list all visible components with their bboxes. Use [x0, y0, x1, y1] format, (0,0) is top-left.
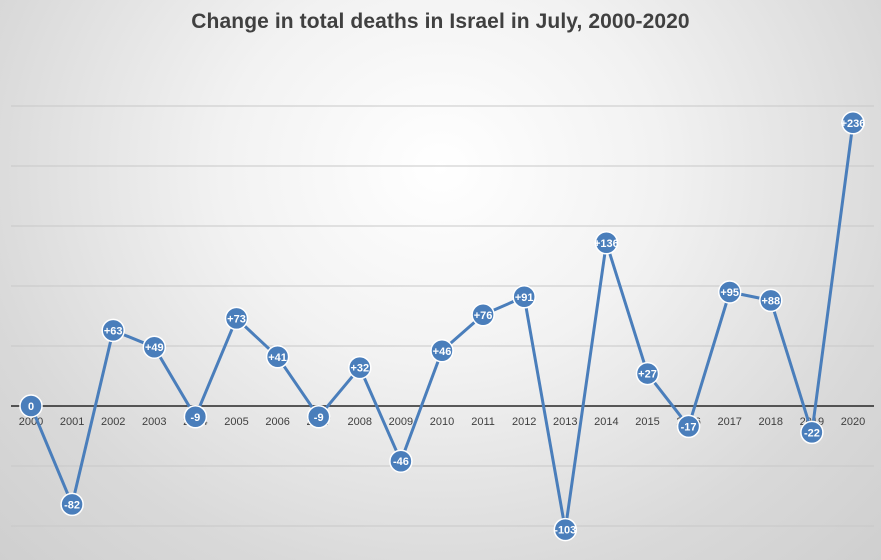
- data-label: -9: [314, 412, 324, 424]
- data-point-marker: [471, 303, 495, 327]
- data-label: +32: [350, 363, 369, 375]
- x-tick-label: 2001: [60, 416, 84, 428]
- x-tick-label: 2014: [594, 416, 618, 428]
- data-point-marker: [594, 231, 619, 255]
- data-point-marker: [430, 339, 454, 363]
- x-tick-label: 2005: [224, 416, 248, 428]
- data-label: +136: [594, 238, 619, 250]
- x-tick-label: 2006: [265, 416, 289, 428]
- data-point-marker: [841, 111, 865, 135]
- x-tick-label: 2020: [841, 416, 865, 428]
- gridlines: [11, 105, 874, 527]
- data-label: +95: [720, 287, 739, 299]
- data-point-marker: [676, 414, 701, 439]
- data-label: -46: [393, 456, 409, 468]
- data-label: +91: [515, 292, 534, 304]
- data-label: +236: [841, 118, 866, 130]
- data-point-marker: [183, 405, 208, 429]
- data-label: +88: [761, 295, 780, 307]
- x-tick-label: 2008: [348, 416, 372, 428]
- data-label: -22: [804, 427, 820, 439]
- data-label: +46: [433, 346, 452, 358]
- data-label: -17: [681, 421, 697, 433]
- data-label: -9: [191, 412, 201, 424]
- data-point-marker: [635, 361, 660, 386]
- data-point-marker: [800, 420, 824, 445]
- data-point-marker: [348, 355, 372, 380]
- x-tick-label: 2009: [389, 416, 413, 428]
- x-tick-label: 2018: [759, 416, 783, 428]
- x-tick-label: 2013: [553, 416, 577, 428]
- data-point-marker: [19, 394, 43, 418]
- data-point-marker: [512, 285, 536, 309]
- data-label: +27: [638, 369, 657, 381]
- data-label: +63: [104, 325, 123, 337]
- data-label: +73: [227, 313, 246, 325]
- chart-title: Change in total deaths in Israel in July…: [191, 10, 690, 33]
- series-line-layer: [29, 122, 855, 532]
- data-label: +76: [474, 310, 493, 322]
- data-point-marker: [60, 492, 84, 517]
- data-point-marker: [306, 405, 331, 429]
- data-label: -103: [554, 525, 576, 537]
- data-point-marker: [101, 318, 125, 343]
- series-line: [29, 122, 855, 532]
- x-tick-label: 2002: [101, 416, 125, 428]
- x-tick-label: 2015: [635, 416, 659, 428]
- data-points: 0 -82 +63 +49 -9 +73 +41 -9 +32 -46 +46 +76 +91 -103 +…: [19, 111, 866, 542]
- data-point-marker: [759, 288, 783, 313]
- data-point-marker: [553, 517, 578, 542]
- data-label: -82: [64, 499, 80, 511]
- x-tick-label: 2010: [430, 416, 454, 428]
- x-tick-label: 2012: [512, 416, 536, 428]
- data-point-marker: [142, 335, 167, 359]
- x-tick-label: 2011: [471, 416, 495, 428]
- data-label: +49: [145, 342, 164, 354]
- x-tick-label: 2003: [142, 416, 166, 428]
- data-point-marker: [224, 306, 249, 331]
- x-axis: 2000200120022003200420052006200720082009…: [11, 405, 874, 428]
- data-point-marker: [717, 280, 742, 304]
- data-point-marker: [265, 345, 290, 369]
- data-label: +41: [268, 352, 287, 364]
- x-tick-label: 2017: [717, 416, 741, 428]
- data-label: 0: [28, 401, 34, 413]
- data-point-marker: [389, 449, 413, 473]
